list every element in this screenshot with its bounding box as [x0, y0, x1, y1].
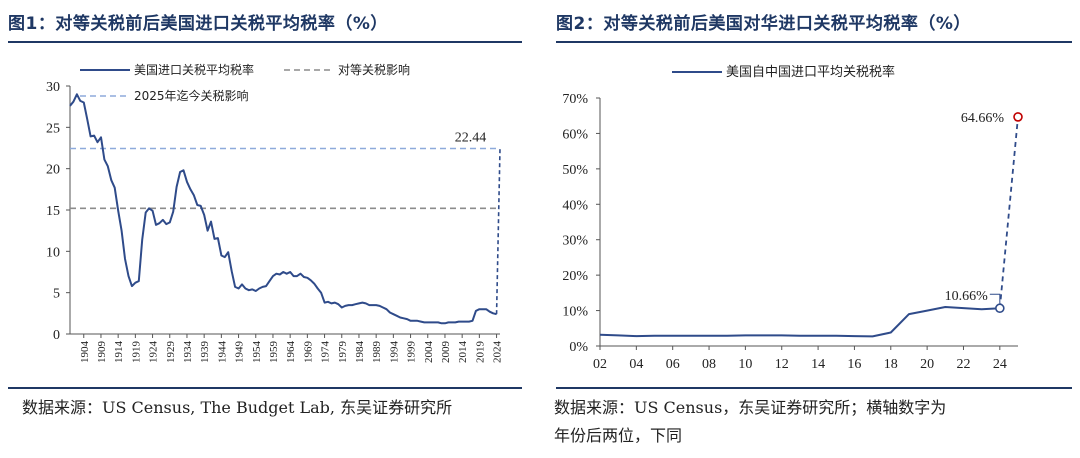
- source-rule: [556, 387, 1072, 389]
- x-tick-label: 2014: [457, 341, 469, 364]
- legend-label-series: 美国进口关税平均税率: [134, 62, 254, 77]
- chart2-title: 图2：对等关税前后美国对华进口关税平均税率（%）: [556, 14, 971, 34]
- chart2-source-line1: 数据来源：US Census，东吴证券研究所；横轴数字为: [554, 398, 947, 417]
- chart1-title: 图1：对等关税前后美国进口关税平均税率（%）: [8, 14, 388, 34]
- y-tick-label: 20%: [562, 269, 588, 284]
- annotation-22-44: 22.44: [455, 130, 487, 145]
- x-tick-label: 1934: [182, 341, 194, 364]
- x-tick-label: 2004: [423, 341, 435, 364]
- chart2-source: 数据来源：US Census，东吴证券研究所；横轴数字为 年份后两位，下同: [554, 394, 946, 450]
- x-tick-label: 06: [666, 357, 680, 372]
- x-tick-label: 1914: [113, 341, 125, 364]
- x-tick-label: 14: [811, 357, 825, 372]
- y-tick-label: 15: [46, 204, 60, 219]
- y-tick-label: 10: [46, 245, 60, 260]
- x-tick-label: 04: [629, 357, 643, 372]
- y-tick-label: 0%: [569, 340, 588, 355]
- x-tick-label: 1939: [199, 341, 211, 364]
- avg-tariff-series: [69, 93, 497, 325]
- chart1-source: 数据来源：US Census, The Budget Lab, 东吴证券研究所: [22, 398, 453, 417]
- panel-right: 图2：对等关税前后美国对华进口关税平均税率（%） 0% 10% 20% 30% 40% 5…: [548, 0, 1080, 458]
- annotation-leader: [989, 293, 1001, 304]
- chart2-svg: 0% 10% 20% 30% 40% 50% 60% 70% 02 04 06 08 10 12 14 16 1…: [562, 64, 1023, 372]
- y-tick-label: 10%: [562, 305, 588, 320]
- panel-left: 图1：对等关税前后美国进口关税平均税率（%） 0 5 10 15 20 25 30 1904 1…: [0, 0, 530, 458]
- x-tick-label: 08: [702, 357, 716, 372]
- x-tick-label: 10: [738, 357, 752, 372]
- marker-2024: [995, 303, 1005, 314]
- annotation-64-66: 64.66%: [961, 111, 1005, 126]
- y-tick-label: 25: [46, 121, 60, 136]
- x-tick-label: 1944: [216, 341, 228, 364]
- x-tick-label: 02: [593, 357, 607, 372]
- x-tick-label: 1959: [268, 341, 280, 364]
- x-tick-label: 22: [956, 357, 970, 372]
- x-tick-label: 1909: [96, 341, 108, 364]
- x-tick-label: 1989: [371, 341, 383, 364]
- annotation-10-66: 10.66%: [945, 289, 989, 304]
- legend-label-2025: 2025年迄今关税影响: [134, 88, 249, 103]
- china-tariff-series: [599, 306, 1000, 338]
- x-tick-label: 1999: [406, 341, 418, 364]
- x-tick-label: 2024: [492, 341, 504, 364]
- y-tick-label: 50%: [562, 163, 588, 178]
- chart2-source-line2: 年份后两位，下同: [554, 426, 683, 445]
- x-tick-label: 1984: [354, 341, 366, 364]
- y-tick-label: 5: [53, 287, 60, 302]
- x-tick-label: 1974: [320, 341, 332, 364]
- y-tick-label: 0: [53, 328, 60, 343]
- x-tick-label: 1924: [148, 341, 160, 364]
- legend-label-reciprocal: 对等关税影响: [338, 62, 410, 77]
- x-tick-label: 1929: [165, 341, 177, 364]
- x-tick-label: 2009: [440, 341, 452, 364]
- legend-label-series: 美国自中国进口平均关税税率: [726, 64, 895, 80]
- tariff-jump-line: [495, 148, 501, 315]
- x-tick-label: 18: [884, 357, 898, 372]
- source-rule: [8, 387, 522, 389]
- title-rule: [8, 41, 522, 43]
- y-tick-label: 70%: [562, 92, 588, 107]
- y-tick-label: 30: [46, 80, 60, 95]
- title-rule: [556, 41, 1072, 43]
- y-tick-label: 20: [46, 163, 60, 178]
- x-tick-label: 1964: [285, 341, 297, 364]
- x-tick-label: 1969: [302, 341, 314, 364]
- y-tick-label: 40%: [562, 198, 588, 213]
- x-tick-label: 1919: [130, 341, 142, 364]
- x-tick-label: 20: [920, 357, 934, 372]
- x-tick-label: 1904: [79, 341, 91, 364]
- x-tick-label: 1954: [251, 341, 263, 364]
- x-tick-label: 1994: [388, 341, 400, 364]
- chart1-svg: 0 5 10 15 20 25 30 1904 1909 1914 1919 1924 1929 1934…: [46, 62, 504, 364]
- x-tick-label: 2019: [474, 341, 486, 364]
- marker-after: [1013, 112, 1023, 122]
- x-tick-label: 16: [847, 357, 861, 372]
- x-tick-label: 1949: [234, 341, 246, 364]
- y-tick-label: 60%: [562, 127, 588, 142]
- x-tick-label: 12: [775, 357, 789, 372]
- y-tick-label: 30%: [562, 234, 588, 249]
- x-tick-label: 1979: [337, 341, 349, 364]
- x-tick-label: 24: [993, 357, 1007, 372]
- reciprocal-jump-line: [998, 116, 1019, 309]
